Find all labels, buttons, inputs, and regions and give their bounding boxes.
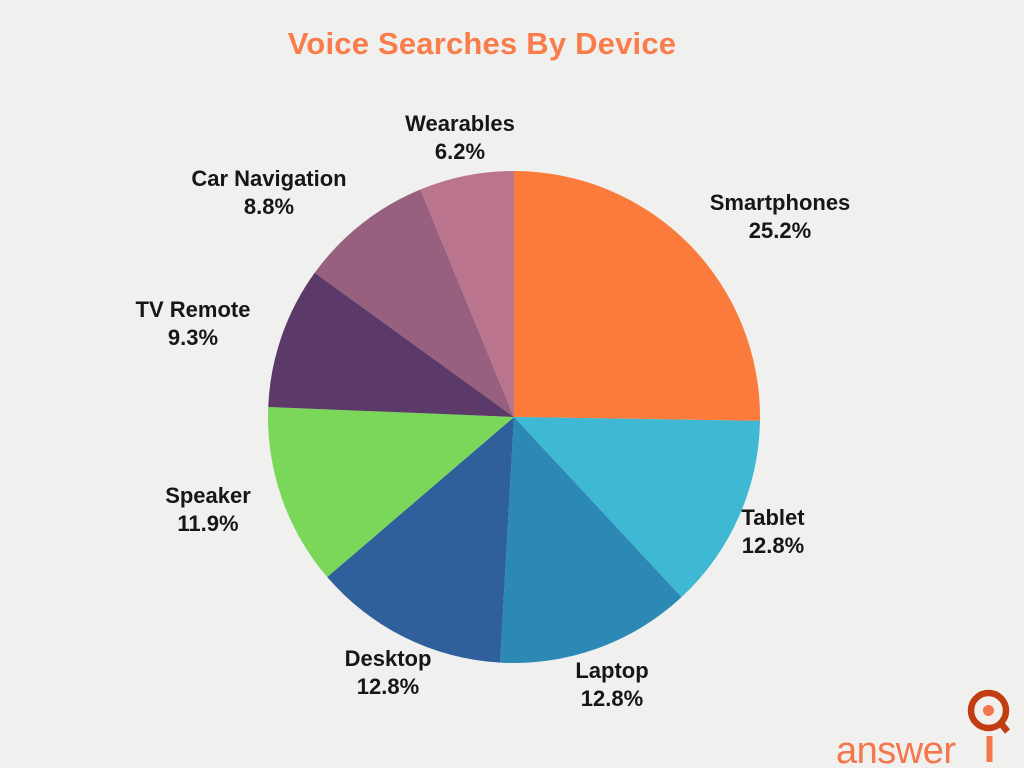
slice-label-value: 6.2%	[434, 139, 486, 164]
pie-slice-desktop	[327, 417, 514, 663]
slice-label-tv-remote: TV Remote 9.3%	[136, 296, 251, 352]
iq-magnifier-icon	[967, 689, 1011, 762]
slice-label-car-navigation: Car Navigation 8.8%	[191, 165, 346, 221]
slice-label-name: Laptop	[575, 658, 649, 683]
pie-slice-laptop	[500, 417, 682, 663]
slice-label-value: 12.8%	[741, 533, 805, 558]
slice-label-name: Smartphones	[709, 190, 851, 215]
slice-label-value: 25.2%	[748, 218, 812, 243]
slice-label-name: Desktop	[344, 646, 432, 671]
slice-label-value: 12.8%	[580, 686, 644, 711]
pie-slice-tablet	[514, 417, 760, 598]
slice-label-value: 11.9%	[177, 511, 239, 536]
slice-label-name: Speaker	[165, 483, 251, 508]
pie-slice-tv-remote	[268, 272, 514, 417]
pie-slice-wearables	[420, 171, 514, 417]
slice-label-name: Car Navigation	[191, 166, 347, 191]
pie-slice-smartphones	[514, 171, 760, 421]
slice-label-name: TV Remote	[135, 297, 251, 322]
pie-slice-car-navigation	[314, 189, 514, 417]
slice-label-wearables: Wearables 6.2%	[405, 110, 515, 166]
answeriq-logo: answer	[836, 689, 1011, 768]
logo-text: answer	[836, 730, 956, 768]
pie-chart	[268, 171, 760, 663]
slice-label-value: 8.8%	[243, 194, 295, 219]
slice-label-name: Wearables	[405, 111, 515, 136]
chart-title: Voice Searches By Device	[287, 26, 677, 61]
slice-label-laptop: Laptop 12.8%	[575, 657, 648, 713]
slice-label-tablet: Tablet 12.8%	[741, 504, 804, 560]
slice-label-smartphones: Smartphones 25.2%	[710, 189, 851, 245]
slice-label-name: Tablet	[741, 505, 805, 530]
slice-label-value: 12.8%	[356, 674, 420, 699]
slice-label-speaker: Speaker 11.9%	[165, 482, 251, 538]
pie-slice-speaker	[268, 406, 514, 578]
slice-label-desktop: Desktop 12.8%	[345, 645, 432, 701]
slice-label-value: 9.3%	[167, 325, 219, 350]
